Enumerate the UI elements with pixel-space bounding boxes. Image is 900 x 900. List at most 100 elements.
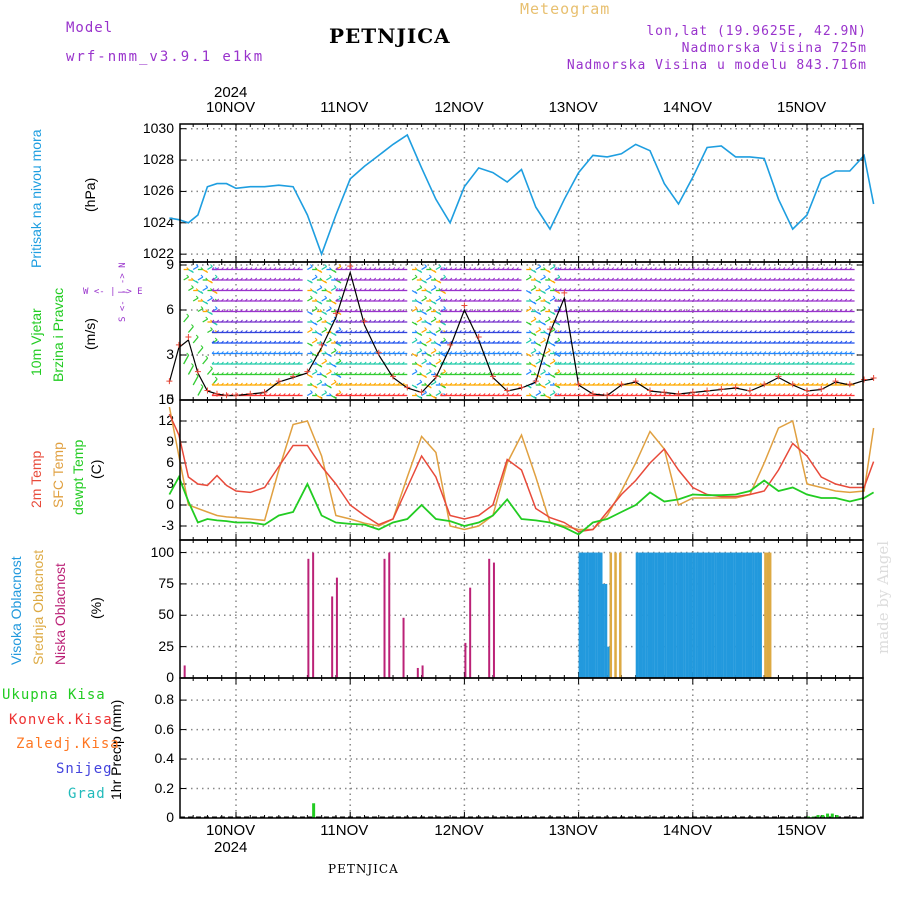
wind-arrow-head bbox=[620, 277, 624, 281]
wind-arrow-head bbox=[616, 277, 619, 281]
dewpt-line bbox=[168, 474, 875, 536]
wind-arrow-head bbox=[216, 309, 220, 312]
wind-arrow-head bbox=[240, 319, 243, 323]
wind-arrow-head bbox=[287, 340, 291, 344]
wind-arrow-head bbox=[191, 363, 194, 366]
wind-arrow-head bbox=[433, 340, 437, 344]
wind-arrow-head bbox=[482, 298, 486, 302]
wind-gust-marker bbox=[604, 392, 611, 399]
wind-arrow-head bbox=[606, 277, 610, 281]
wind-arrow-head bbox=[273, 351, 277, 354]
wind-arrow-head bbox=[195, 280, 199, 284]
wind-arrow-head bbox=[616, 372, 619, 375]
wind-arrow-head bbox=[259, 372, 262, 375]
wind-arrow bbox=[421, 391, 427, 397]
wind-arrow-head bbox=[773, 277, 776, 281]
wind-arrow-head bbox=[696, 382, 700, 386]
wind-arrow-head bbox=[601, 330, 605, 333]
wind-arrow-head bbox=[497, 288, 500, 291]
wind-arrow-head bbox=[278, 288, 281, 291]
wind-arrow-head bbox=[639, 372, 643, 375]
wind-arrow-head bbox=[225, 277, 229, 281]
wind-arrow-head bbox=[806, 319, 810, 323]
wind-arrow-head bbox=[834, 372, 838, 375]
wind-arrow-head bbox=[735, 340, 738, 344]
wind-arrow-head bbox=[635, 340, 638, 344]
wind-arrow-head bbox=[825, 372, 829, 375]
wind-arrow-head bbox=[397, 277, 400, 281]
cloud-bar bbox=[678, 552, 682, 678]
wind-arrow bbox=[326, 339, 332, 344]
wind-arrow-head bbox=[592, 277, 595, 281]
wind-arrow-head bbox=[557, 354, 561, 357]
wind-arrow-head bbox=[459, 298, 462, 302]
wind-arrow-head bbox=[454, 372, 457, 375]
wind-arrow-head bbox=[597, 351, 600, 354]
wind-arrow-head bbox=[319, 316, 323, 320]
wind-arrow bbox=[425, 276, 432, 281]
wind-arrow-head bbox=[433, 285, 437, 288]
cloud-bar bbox=[578, 552, 582, 678]
wind-arrow-head bbox=[297, 288, 300, 291]
wind-arrow-head bbox=[359, 393, 362, 396]
wind-arrow-head bbox=[644, 393, 648, 396]
wind-arrow-head bbox=[739, 309, 743, 312]
wind-arrow-head bbox=[735, 351, 738, 354]
wind-arrow-head bbox=[601, 319, 605, 323]
wind-arrow-head bbox=[687, 351, 691, 354]
wind-arrow-head bbox=[701, 267, 705, 270]
wind-arrow-head bbox=[292, 309, 296, 312]
wind-arrow bbox=[525, 307, 532, 313]
wind-arrow-head bbox=[744, 330, 748, 333]
wind-arrow-head bbox=[696, 298, 700, 302]
wind-arrow-head bbox=[630, 319, 634, 323]
wind-arrow-head bbox=[573, 277, 576, 281]
wind-arrow-head bbox=[787, 298, 791, 302]
wind-arrow-head bbox=[211, 277, 215, 281]
wind-arrow-head bbox=[259, 309, 262, 312]
model-altitude-text: Nadmorska Visina u modelu 843.716m bbox=[566, 58, 867, 73]
cloud-bar bbox=[764, 552, 767, 678]
wind-arrow-head bbox=[373, 361, 377, 365]
wind-arrow-head bbox=[834, 351, 838, 354]
wind-arrow-head bbox=[654, 351, 657, 354]
wind-arrow-head bbox=[235, 382, 239, 386]
wind-arrow-head bbox=[206, 325, 208, 327]
wind-arrow-head bbox=[839, 361, 843, 365]
wind-arrow-head bbox=[601, 340, 605, 344]
wind-arrow-head bbox=[758, 267, 762, 270]
wind-arrow-head bbox=[463, 372, 467, 375]
wind-tick-label: 9 bbox=[166, 256, 174, 272]
wind-arrow-head bbox=[692, 372, 695, 375]
wind-arrow-head bbox=[401, 351, 405, 354]
wind-arrow-head bbox=[692, 267, 695, 270]
wind-arrow-head bbox=[428, 369, 432, 372]
wind-arrow-head bbox=[215, 370, 217, 372]
wind-arrow-head bbox=[211, 288, 215, 291]
wind-arrow-head bbox=[635, 393, 638, 396]
bottom-date-label: 10NOV bbox=[206, 822, 256, 839]
wind-arrow-head bbox=[630, 340, 634, 344]
wind-arrow-head bbox=[735, 330, 738, 333]
wind-arrow-head bbox=[668, 351, 672, 354]
wind-gust-marker bbox=[247, 390, 254, 397]
wind-arrow-head bbox=[820, 382, 824, 386]
wind-arrow-head bbox=[644, 372, 648, 375]
wind-arrow bbox=[198, 316, 203, 322]
cloud-tick-label: 50 bbox=[158, 606, 174, 623]
wind-arrow-head bbox=[528, 291, 532, 294]
wind-arrow-head bbox=[568, 382, 572, 386]
wind-arrow-head bbox=[200, 345, 204, 348]
wind-arrow-head bbox=[282, 298, 286, 302]
wind-arrow-head bbox=[744, 372, 748, 375]
wind-arrow-head bbox=[210, 280, 213, 284]
wind-arrow-head bbox=[725, 340, 729, 344]
wind-arrow-head bbox=[449, 372, 453, 375]
wind-arrow-head bbox=[249, 277, 253, 281]
wind-arrow-head bbox=[696, 393, 700, 396]
wind-arrow-head bbox=[206, 364, 208, 366]
wind-arrow-head bbox=[654, 309, 657, 312]
wind-arrow-head bbox=[692, 351, 695, 354]
wind-arrow-head bbox=[387, 288, 391, 291]
wind-arrow-head bbox=[349, 298, 353, 302]
